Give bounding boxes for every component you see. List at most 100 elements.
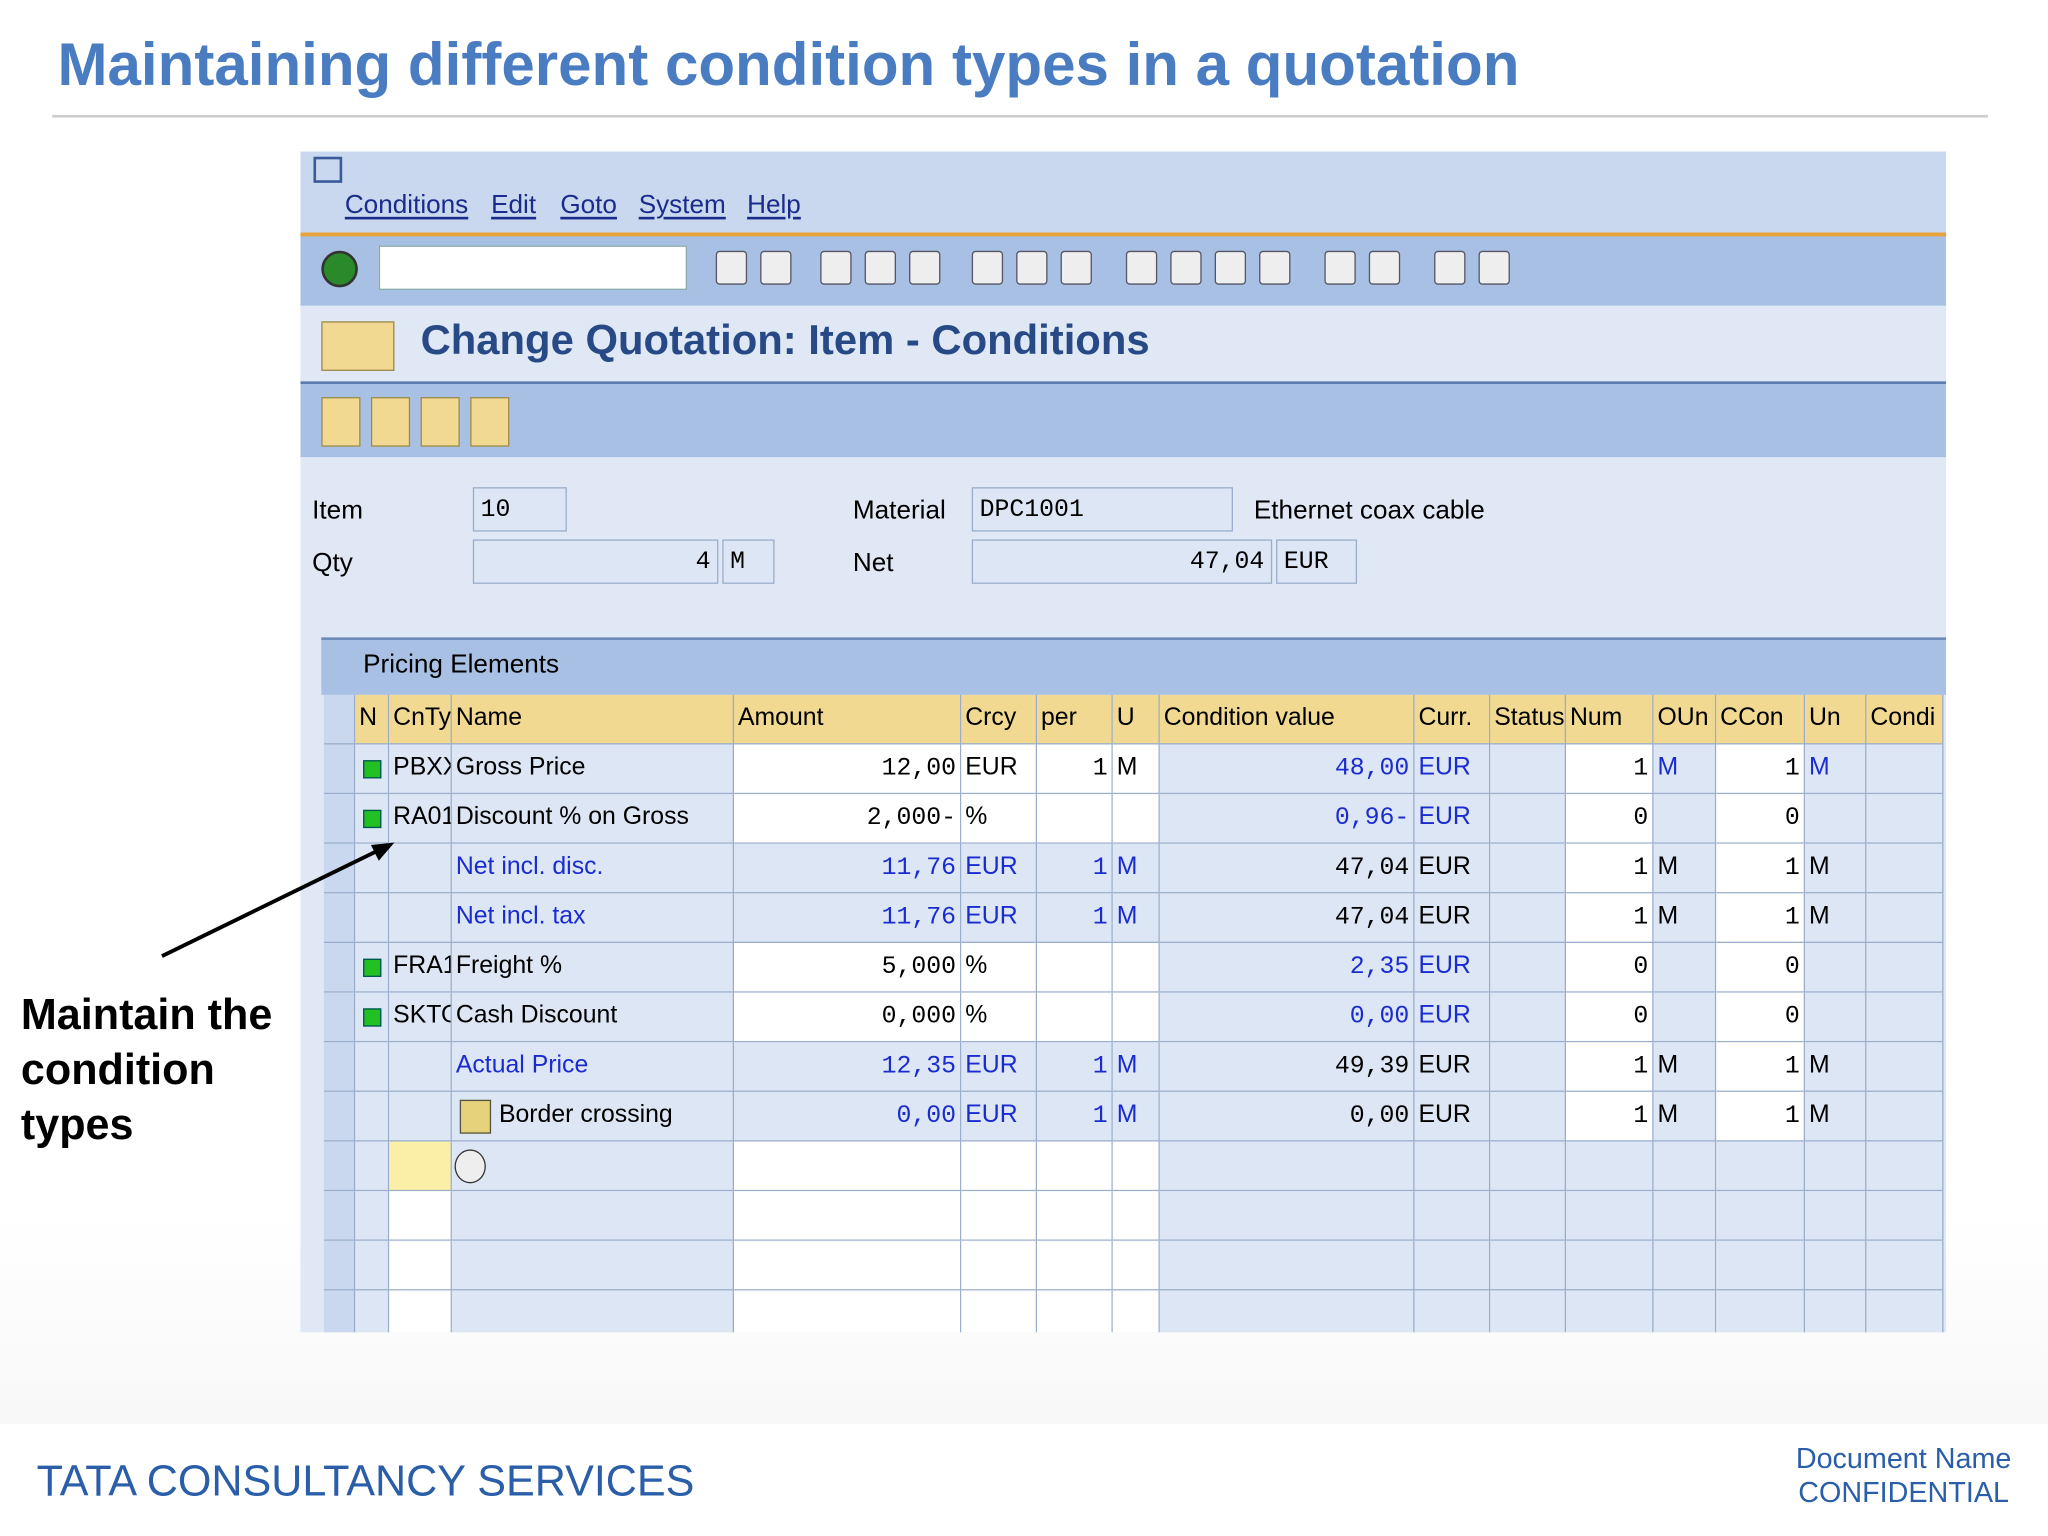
row-selector[interactable] — [323, 1091, 356, 1142]
table-cell: 0,00 — [1159, 1091, 1415, 1142]
table-cell: EUR — [1414, 943, 1491, 993]
next-button[interactable] — [420, 397, 460, 447]
table-cell[interactable]: EUR — [961, 744, 1038, 795]
table-cell — [1866, 843, 1944, 894]
table-cell[interactable]: 5,000 — [734, 943, 962, 993]
toolbar-icon[interactable] — [715, 250, 748, 285]
menu-item[interactable]: Help — [747, 190, 801, 220]
table-cell: Discount % on Gross — [451, 794, 735, 844]
row-selector[interactable] — [323, 992, 356, 1043]
item-field[interactable]: 10 — [472, 487, 567, 532]
table-cell — [1866, 744, 1944, 795]
toolbar-icon[interactable] — [1170, 250, 1202, 285]
table-cell — [1653, 1191, 1717, 1241]
toolbar-icon[interactable] — [1016, 250, 1048, 285]
annotation: Maintain the condition types — [20, 990, 273, 1149]
menu-item[interactable]: Goto — [560, 190, 617, 220]
command-field[interactable] — [378, 245, 688, 290]
row-selector[interactable] — [323, 1141, 356, 1192]
column-header: Status — [1490, 694, 1567, 745]
toolbar-icon[interactable] — [909, 250, 941, 285]
table-cell[interactable]: 1 — [1037, 744, 1113, 795]
table-cell[interactable] — [1037, 794, 1113, 844]
toolbar-icon[interactable] — [820, 250, 852, 285]
enter-button[interactable] — [321, 250, 358, 288]
detail-icon[interactable] — [454, 1149, 486, 1184]
table-cell[interactable] — [1112, 943, 1160, 993]
sap-window: Change Quotation: Item - Conditions Item… — [300, 151, 1947, 1333]
title-rule — [52, 114, 1988, 118]
column-header: OUn — [1653, 694, 1717, 745]
toolbar-icon[interactable] — [1368, 250, 1401, 285]
table-cell — [1037, 1141, 1113, 1192]
toolbar-icon[interactable] — [1125, 250, 1158, 285]
status-cell — [355, 943, 390, 993]
table-cell: PBXX — [389, 744, 452, 795]
table-cell: EUR — [961, 1042, 1038, 1092]
column-header: Crcy — [961, 694, 1038, 745]
row-selector[interactable] — [323, 1042, 356, 1092]
toolbar-icon[interactable] — [1060, 250, 1092, 285]
prev-button[interactable] — [370, 397, 411, 447]
table-cell[interactable]: 2,000- — [734, 794, 962, 844]
table-cell[interactable] — [1037, 943, 1113, 993]
material-field[interactable]: DPC1001 — [971, 487, 1233, 532]
row-selector[interactable] — [323, 1240, 356, 1291]
table-cell — [389, 1042, 452, 1092]
table-cell: 1 — [1566, 744, 1654, 795]
toolbar-icon[interactable] — [1324, 250, 1356, 285]
menu-item[interactable]: Edit — [491, 190, 537, 220]
column-header: U — [1112, 694, 1160, 745]
table-cell: 12,35 — [734, 1042, 962, 1092]
select-header — [323, 694, 356, 745]
table-cell: M — [1653, 1091, 1717, 1142]
row-selector[interactable] — [323, 744, 356, 795]
table-cell — [1490, 893, 1567, 944]
row-selector[interactable] — [323, 1290, 356, 1333]
toolbar-icon[interactable] — [760, 250, 792, 285]
table-cell[interactable]: % — [961, 992, 1038, 1043]
table-cell[interactable] — [1112, 992, 1160, 1043]
toolbar-icon[interactable] — [1434, 250, 1466, 285]
table-cell — [1866, 992, 1944, 1043]
table-cell — [1159, 1240, 1415, 1291]
net-label: Net — [852, 548, 894, 578]
table-cell: 2,35 — [1159, 943, 1415, 993]
column-header: Condition value — [1159, 694, 1415, 745]
qty-field[interactable]: 4 — [472, 539, 719, 584]
table-cell: 0,00 — [1159, 992, 1415, 1043]
table-cell — [355, 1091, 390, 1142]
column-header: CCon — [1716, 694, 1806, 745]
column-header: CnTy — [389, 694, 452, 745]
last-button[interactable] — [470, 397, 510, 447]
document-name: Document Name — [1795, 1441, 2012, 1475]
qty-unit-field[interactable]: M — [722, 539, 775, 584]
table-cell — [1112, 1141, 1160, 1192]
first-button[interactable] — [321, 397, 361, 447]
toolbar-icon[interactable] — [864, 250, 896, 285]
table-cell — [1866, 1240, 1944, 1291]
table-cell[interactable]: 12,00 — [734, 744, 962, 795]
toolbar-icon[interactable] — [971, 250, 1004, 285]
menu-item[interactable]: System — [638, 190, 726, 220]
table-cell — [1805, 1290, 1867, 1333]
table-cell[interactable]: M — [1112, 744, 1160, 795]
toolbar-icon[interactable] — [1478, 250, 1510, 285]
table-cell[interactable]: % — [961, 794, 1038, 844]
table-cell[interactable] — [1112, 794, 1160, 844]
slide-title: Maintaining different condition types in… — [57, 30, 1520, 98]
table-cell[interactable]: % — [961, 943, 1038, 993]
table-cell[interactable]: 0,000 — [734, 992, 962, 1043]
table-cell: 0 — [1716, 943, 1806, 993]
toolbar-icon[interactable] — [1214, 250, 1247, 285]
table-cell — [1414, 1141, 1491, 1192]
row-selector[interactable] — [323, 893, 356, 944]
table-cell[interactable] — [1037, 992, 1113, 1043]
row-selector[interactable] — [323, 794, 356, 844]
table-cell — [1159, 1191, 1415, 1241]
toolbar-icon[interactable] — [1259, 250, 1291, 285]
row-selector[interactable] — [323, 943, 356, 993]
row-selector[interactable] — [323, 1191, 356, 1241]
table-cell — [1805, 1191, 1867, 1241]
menu-item[interactable]: Conditions — [344, 190, 469, 220]
